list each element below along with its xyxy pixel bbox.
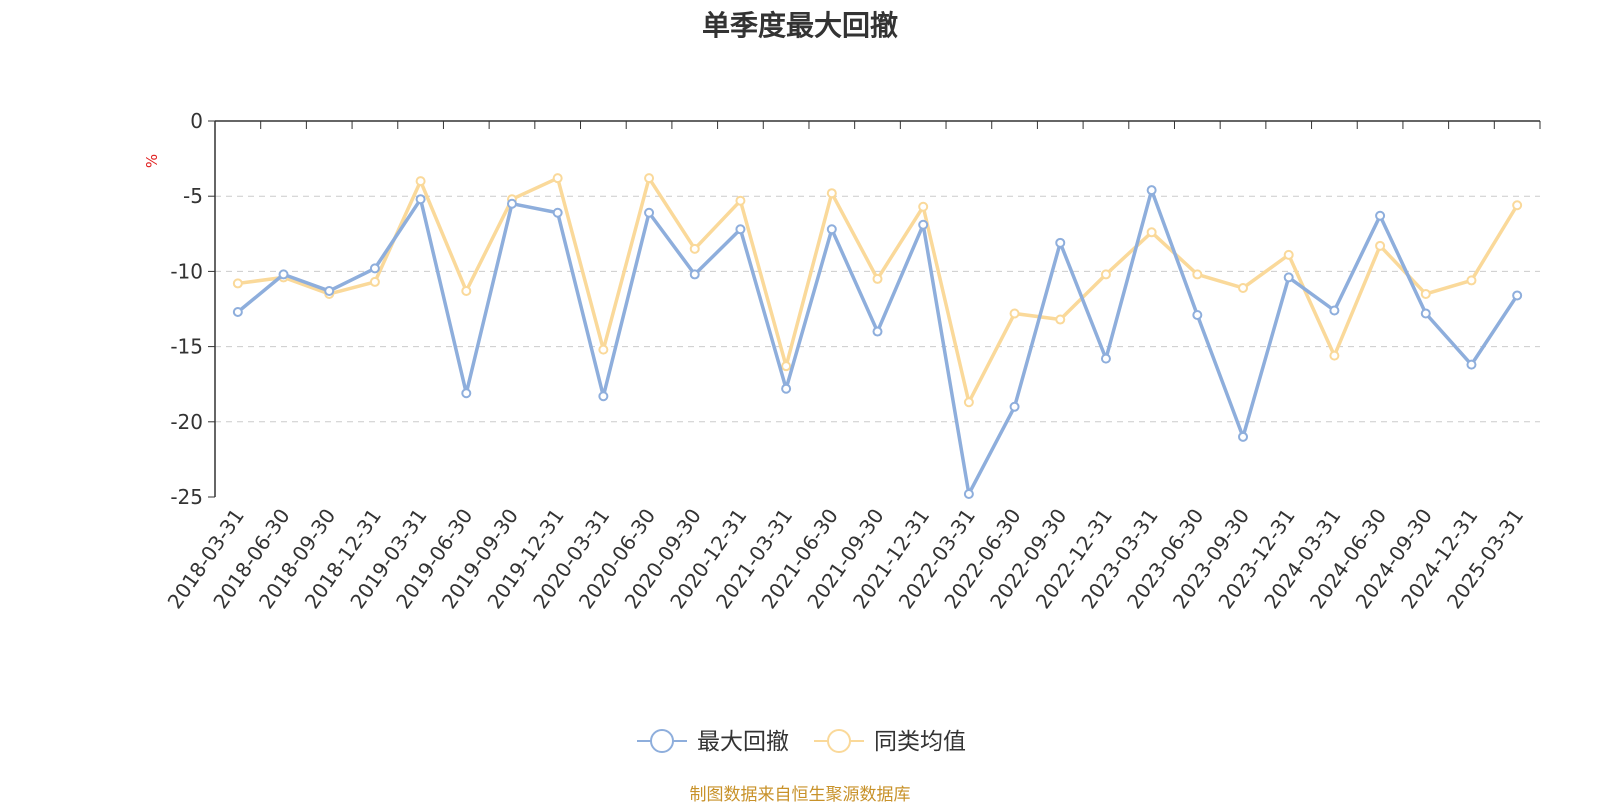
data-point	[1192, 269, 1203, 280]
data-point	[1466, 359, 1477, 370]
data-point	[415, 194, 426, 205]
data-point	[1512, 200, 1523, 211]
data-point	[278, 269, 289, 280]
data-point	[872, 326, 883, 337]
data-point	[1238, 431, 1249, 442]
axes: 0-5-10-15-20-25%2018-03-312018-06-302018…	[143, 109, 1541, 613]
data-point	[598, 391, 609, 402]
data-point	[1375, 210, 1386, 221]
data-point	[1283, 249, 1294, 260]
legend[interactable]: 最大回撤 同类均值	[637, 729, 966, 755]
data-point	[1466, 275, 1477, 286]
data-point	[1329, 305, 1340, 316]
data-point	[644, 207, 655, 218]
data-point	[735, 224, 746, 235]
y-axis-label: %	[143, 154, 161, 168]
data-point	[963, 397, 974, 408]
chart-title: 单季度最大回撤	[701, 9, 898, 42]
legend-label: 最大回撤	[697, 729, 789, 755]
series-line	[236, 188, 1519, 496]
y-tick-label: -10	[170, 259, 203, 283]
data-point	[1146, 227, 1157, 238]
data-point	[552, 173, 563, 184]
data-point	[1238, 282, 1249, 293]
data-point	[1055, 237, 1066, 248]
legend-marker-icon	[650, 729, 674, 753]
data-point	[232, 278, 243, 289]
data-point	[1146, 185, 1157, 196]
data-point	[461, 285, 472, 296]
series-0	[232, 185, 1523, 499]
data-point	[461, 388, 472, 399]
data-point	[369, 276, 380, 287]
data-point	[1100, 269, 1111, 280]
y-tick-label: -20	[170, 410, 203, 434]
data-point	[1100, 353, 1111, 364]
data-point	[872, 273, 883, 284]
legend-item-1[interactable]: 同类均值	[814, 729, 966, 755]
data-point	[369, 263, 380, 274]
data-point	[324, 285, 335, 296]
legend-marker-icon	[827, 729, 851, 753]
data-point	[1512, 290, 1523, 301]
data-point	[918, 219, 929, 230]
legend-label: 同类均值	[874, 729, 966, 755]
series-lines	[232, 173, 1523, 499]
series-line	[237, 176, 1519, 404]
data-point	[963, 488, 974, 499]
data-point	[826, 224, 837, 235]
data-point	[232, 307, 243, 318]
data-point	[1009, 308, 1020, 319]
line-chart: 0-5-10-15-20-25%2018-03-312018-06-302018…	[143, 109, 1541, 755]
data-point	[552, 207, 563, 218]
y-tick-label: -5	[183, 184, 203, 208]
y-tick-label: -15	[170, 335, 203, 359]
data-point	[826, 188, 837, 199]
y-tick-label: -25	[170, 485, 203, 509]
data-point	[1420, 308, 1431, 319]
data-point	[735, 195, 746, 206]
data-point	[1329, 350, 1340, 361]
data-source-note: 制图数据来自恒生聚源数据库	[689, 785, 911, 805]
grid-lines	[215, 195, 1540, 423]
legend-item-0[interactable]: 最大回撤	[637, 729, 789, 755]
data-point	[781, 361, 792, 372]
data-point	[1283, 272, 1294, 283]
data-point	[918, 201, 929, 212]
data-point	[1420, 288, 1431, 299]
data-point	[598, 344, 609, 355]
data-point	[415, 176, 426, 187]
data-point	[1375, 240, 1386, 251]
data-point	[1192, 310, 1203, 321]
series-1	[232, 173, 1523, 408]
data-point	[506, 198, 517, 209]
data-point	[781, 383, 792, 394]
data-point	[689, 243, 700, 254]
data-point	[1009, 401, 1020, 412]
data-point	[689, 269, 700, 280]
data-point	[644, 173, 655, 184]
data-point	[1055, 314, 1066, 325]
y-tick-label: 0	[190, 109, 203, 133]
